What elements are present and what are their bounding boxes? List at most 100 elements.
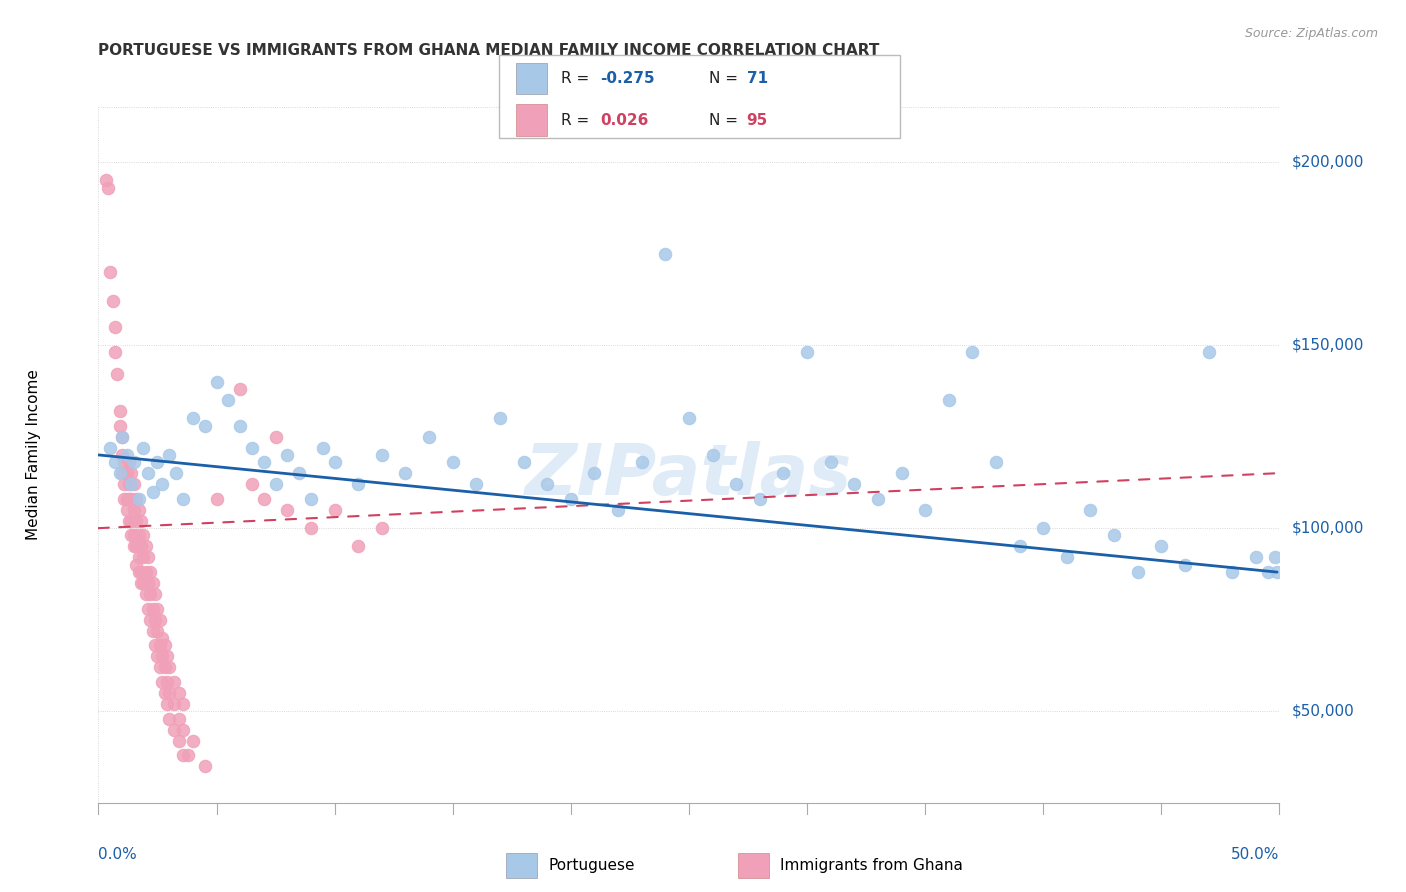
Point [890,467,912,481]
Point [98,441,121,455]
Point [347,477,370,491]
Point [1264,550,1286,565]
Text: Source: ZipAtlas.com: Source: ZipAtlas.com [1244,27,1378,40]
Point [1126,565,1149,579]
Point [111,467,134,481]
Point [1056,550,1078,565]
Point [136,550,159,565]
Point [194,759,217,773]
Point [1257,565,1279,579]
Point [172,491,194,506]
Point [167,733,190,747]
Point [135,587,157,601]
Point [139,565,162,579]
Point [128,550,150,565]
Point [115,448,138,462]
Point [125,491,148,506]
Point [142,601,165,615]
Point [111,429,134,443]
Point [1265,565,1288,579]
Point [153,660,176,674]
Point [142,484,165,499]
Point [163,723,186,737]
Text: ZIPatlas: ZIPatlas [526,442,852,510]
Text: -0.275: -0.275 [600,71,655,86]
Point [125,540,148,554]
Point [121,477,143,491]
Text: $100,000: $100,000 [1291,521,1364,536]
Point [1008,540,1031,554]
Point [118,477,141,491]
Point [118,514,141,528]
Point [136,576,159,591]
Point [118,491,141,506]
Point [104,455,127,469]
Point [129,576,152,591]
Point [105,368,128,382]
Point [156,697,179,711]
Point [240,441,263,455]
Point [157,686,180,700]
Point [129,514,152,528]
Point [112,477,135,491]
Point [122,503,145,517]
Point [748,491,770,506]
Point [866,491,889,506]
Point [146,624,169,638]
Text: Median Family Income: Median Family Income [25,369,41,541]
Point [108,467,131,481]
Text: N =: N = [709,71,742,86]
Point [136,601,159,615]
Text: 71: 71 [747,71,768,86]
Point [149,660,172,674]
Point [153,638,176,652]
Point [264,477,287,491]
Point [205,491,228,506]
Point [135,540,157,554]
Text: PORTUGUESE VS IMMIGRANTS FROM GHANA MEDIAN FAMILY INCOME CORRELATION CHART: PORTUGUESE VS IMMIGRANTS FROM GHANA MEDI… [98,43,880,58]
Text: $50,000: $50,000 [1291,704,1354,719]
Text: R =: R = [561,112,595,128]
Point [181,411,204,425]
Point [1220,565,1243,579]
Point [142,624,165,638]
Point [441,455,464,469]
Point [1244,550,1267,565]
Point [146,649,169,664]
Point [177,748,200,763]
Point [229,418,252,433]
Point [264,429,287,443]
Point [146,601,169,615]
Point [122,528,145,542]
Point [135,565,157,579]
Point [1102,528,1125,542]
Point [150,675,173,690]
Point [229,382,252,396]
Point [560,491,582,506]
Point [844,477,866,491]
Point [156,649,179,664]
Point [121,467,143,481]
Point [465,477,488,491]
Point [1080,503,1102,517]
Point [150,477,173,491]
Point [583,467,606,481]
Point [101,294,124,309]
Point [157,448,180,462]
Point [125,514,148,528]
Point [112,455,135,469]
Point [122,477,145,491]
Point [1150,540,1173,554]
Point [347,540,370,554]
Point [94,173,117,187]
Point [128,491,150,506]
Point [796,345,818,359]
Point [654,246,676,260]
Point [194,418,217,433]
Point [172,748,194,763]
Point [136,467,159,481]
Point [323,455,346,469]
Point [111,448,134,462]
Point [142,576,165,591]
Point [108,418,131,433]
